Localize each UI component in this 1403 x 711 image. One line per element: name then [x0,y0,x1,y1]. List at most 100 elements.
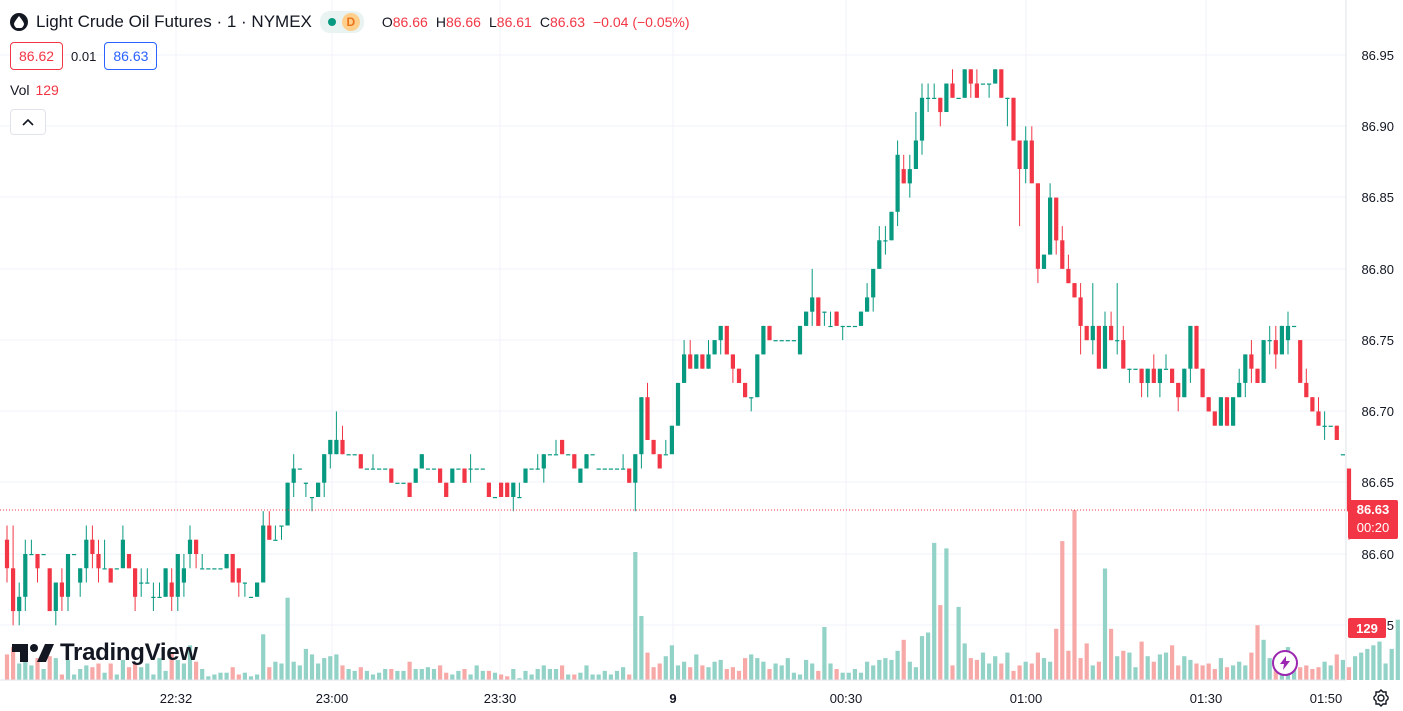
volume-bar [267,667,272,680]
volume-bar [169,652,174,680]
candle-body [877,240,882,269]
volume-bar [1121,650,1126,680]
settings-icon[interactable] [1371,688,1391,708]
volume-bar [1102,568,1108,680]
market-open-dot [327,18,336,26]
volume-bar [389,669,394,680]
candle-body [999,69,1004,98]
candle-body [688,354,693,369]
candle-body [1267,340,1272,342]
candle-body [724,325,729,355]
candle-body [535,468,540,470]
volume-bar [560,665,565,680]
candle-body [962,69,967,98]
last-volume-value: 129 [1356,621,1378,636]
candle-body [401,482,406,484]
candle-body [352,454,357,456]
volume-bar [651,667,656,680]
candle-body [425,468,430,470]
candle-body [852,325,857,328]
price-axis[interactable]: 86.95 86.90 86.85 86.80 86.75 86.70 86.65 86.60… [1361,48,1394,633]
volume-bar [639,616,644,680]
volume-bar [944,548,949,680]
volume-bar [956,606,961,680]
candle-body [938,97,943,113]
candle-body [767,325,772,341]
volume-bar [1316,667,1321,680]
volume-bar [1371,645,1376,680]
candle-body [633,454,638,483]
time-tick-label: 01:30 [1190,691,1223,706]
volume-bar [255,674,260,680]
tradingview-logo-text: TradingView [60,639,198,666]
candle-body [779,340,784,342]
volume-bar [236,674,241,680]
time-tick-label: 23:00 [316,691,349,706]
volume-bar [175,659,180,680]
candle-body [340,439,345,455]
volume-bar [126,667,132,680]
volume-bar [1200,665,1205,680]
candle-body [1011,97,1016,141]
last-price-value: 86.63 [1357,502,1390,517]
volume-bar [523,670,528,680]
symbol-header: Light Crude Oil Futures · 1 · NYMEX D O8… [10,8,690,36]
volume-bar [114,674,119,680]
volume-bar [883,658,888,680]
candle-body [456,468,461,470]
candle-body [669,425,674,455]
volume-bar [724,669,729,680]
tradingview-logo[interactable]: TradingView [12,639,198,667]
tradingview-logo-icon [12,644,54,662]
collapse-legend-button[interactable] [10,109,46,135]
volume-bar [187,645,193,680]
buy-price-button[interactable]: 86.63 [104,42,158,70]
candle-body [1035,183,1040,269]
candle-body [749,397,754,399]
volume-bar [1176,665,1181,680]
candle-body [1304,382,1309,398]
candle-body [1212,411,1217,426]
candle-body [370,468,376,470]
volume-bar [938,605,943,680]
volume-bar [608,674,613,680]
candle-body [980,83,986,85]
candle-body [987,83,992,85]
volume-bar [218,672,223,680]
volume-bar [1334,654,1339,680]
volume-bar [425,667,430,680]
time-axis[interactable]: 22:32 23:00 23:30 9 00:30 01:00 01:30 01:50 [160,691,1343,706]
volume-bar [840,672,845,680]
market-status[interactable]: D [319,11,364,33]
volume-bar [151,674,156,680]
candle-body [334,439,339,455]
candle-body [474,468,479,470]
volume-bar [1353,656,1358,680]
candle-body [157,596,162,598]
symbol-title[interactable]: Light Crude Oil Futures · 1 · NYMEX [36,12,312,31]
candle-body [590,454,595,456]
volume-bar [1078,658,1083,680]
volume-bar [242,672,247,680]
volume-bar [614,670,620,680]
candle-body [1200,368,1205,398]
candle-body [1121,340,1126,369]
time-tick-label: 9 [669,691,676,706]
candle-body [108,568,113,583]
sell-price-button[interactable]: 86.62 [10,42,64,70]
volume-bar [316,663,321,680]
candle-body [1072,283,1077,298]
volume-bar [621,667,626,680]
volume-bar [688,667,693,680]
candle-body [1066,268,1071,284]
candle-body [346,454,351,456]
volume-bar [450,674,455,680]
volume-bar [1005,652,1010,680]
volume-bar [1157,654,1162,680]
volume-bar [913,667,918,680]
candle-body [1109,325,1114,341]
candle-body [236,568,241,583]
lightning-button[interactable] [1272,650,1298,676]
volume-bar [950,665,955,680]
